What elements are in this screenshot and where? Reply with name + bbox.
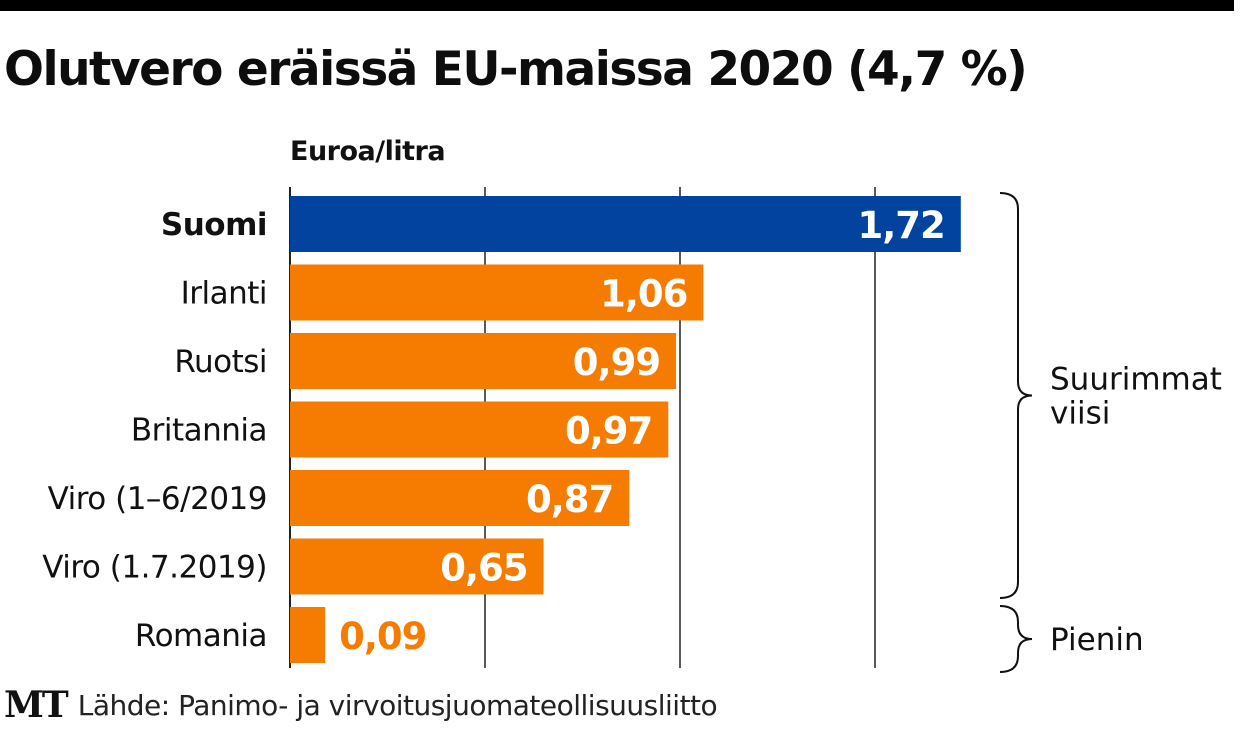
bar <box>290 538 544 595</box>
category-label: Ruotsi <box>174 344 267 380</box>
brace-label: viisi <box>1050 396 1110 432</box>
mt-logo: MT <box>4 684 69 726</box>
category-label: Romania <box>135 618 267 654</box>
bar <box>290 607 326 663</box>
brace-label: Suurimmat <box>1050 362 1222 398</box>
value-label: 0,99 <box>573 341 660 384</box>
category-labels: Suomi Irlanti Ruotsi Britannia Viro (1–6/201… <box>42 207 267 654</box>
source-text: Lähde: Panimo- ja virvoitusjuomateollisu… <box>77 688 718 722</box>
category-label: Viro (1–6/2019 <box>48 481 267 517</box>
value-label: 0,87 <box>526 478 613 521</box>
brace-label: Pienin <box>1050 622 1144 658</box>
top-rule <box>0 0 1234 11</box>
category-label: Irlanti <box>181 276 267 312</box>
value-label: 0,97 <box>565 410 652 453</box>
bar <box>290 264 704 321</box>
value-label: 1,72 <box>858 204 945 247</box>
bars <box>290 196 961 663</box>
bar <box>290 401 669 458</box>
value-labels: 1,72 1,06 0,99 0,97 0,87 0,65 0,09 <box>339 204 946 658</box>
brace <box>999 605 1033 673</box>
value-label: 1,06 <box>600 273 687 316</box>
bar <box>290 333 677 389</box>
bar <box>290 196 961 252</box>
value-label: 0,65 <box>440 547 527 590</box>
category-label: Suomi <box>161 207 267 243</box>
category-label: Viro (1.7.2019) <box>42 550 267 586</box>
unit-label: Euroa/litra <box>290 136 446 167</box>
footer: MT Lähde: Panimo- ja virvoitusjuomateoll… <box>4 684 718 726</box>
brace <box>999 192 1033 599</box>
value-label: 0,09 <box>339 615 426 658</box>
category-label: Britannia <box>131 413 267 449</box>
chart-title: Olutvero eräissä EU-maissa 2020 (4,7 %) <box>4 42 1028 97</box>
bar <box>290 470 630 526</box>
